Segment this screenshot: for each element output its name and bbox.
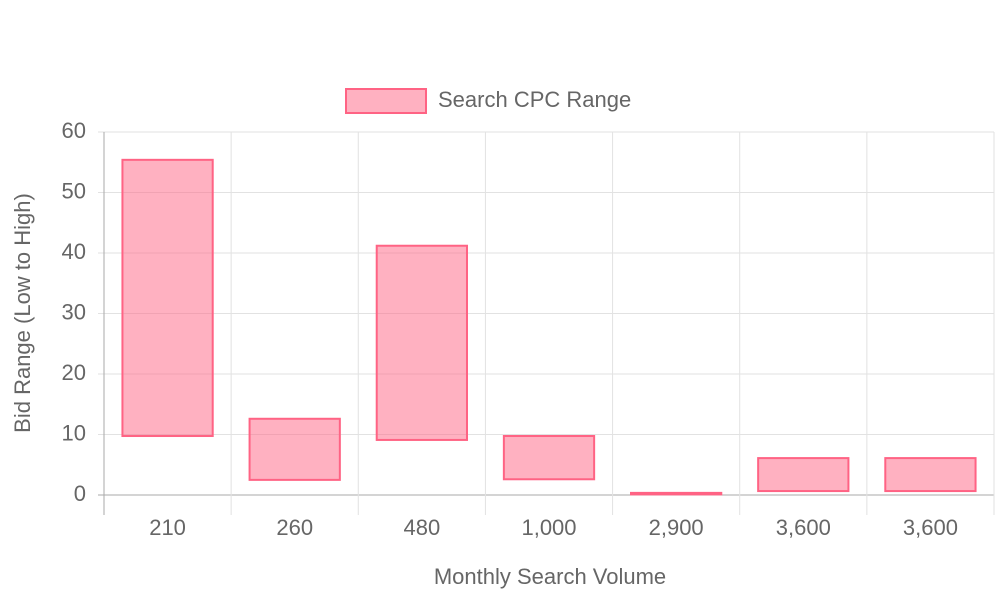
bar — [121, 158, 214, 438]
y-tick-label: 50 — [62, 178, 86, 203]
bar — [630, 491, 723, 496]
y-tick-label: 20 — [62, 360, 86, 385]
y-tick-label: 40 — [62, 239, 86, 264]
bar — [375, 244, 468, 441]
legend-label: Search CPC Range — [438, 87, 631, 112]
bar — [248, 417, 341, 481]
bar — [757, 457, 850, 493]
y-tick-label: 0 — [74, 481, 86, 506]
bar — [502, 435, 596, 481]
y-tick-label: 30 — [62, 299, 86, 324]
x-axis-title: Monthly Search Volume — [434, 564, 666, 589]
legend-swatch — [345, 88, 427, 114]
x-tick-label: 1,000 — [521, 515, 576, 540]
x-tick-label: 210 — [149, 515, 186, 540]
y-tick-label: 60 — [62, 118, 86, 143]
x-tick-label: 480 — [403, 515, 440, 540]
bar — [884, 457, 977, 493]
x-tick-label: 3,600 — [903, 515, 958, 540]
x-tick-label: 2,900 — [649, 515, 704, 540]
y-tick-label: 10 — [62, 420, 86, 445]
y-axis-title: Bid Range (Low to High) — [10, 193, 35, 433]
x-tick-label: 260 — [276, 515, 313, 540]
x-tick-label: 3,600 — [776, 515, 831, 540]
